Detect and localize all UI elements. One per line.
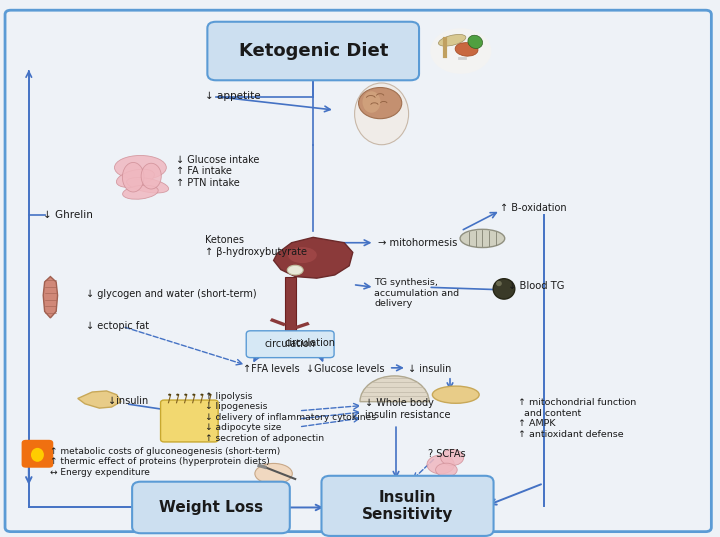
Ellipse shape <box>255 463 292 484</box>
Ellipse shape <box>496 281 502 286</box>
Text: Weight Loss: Weight Loss <box>159 500 263 515</box>
Circle shape <box>168 394 171 396</box>
Text: ↓ glycogen and water (short-term): ↓ glycogen and water (short-term) <box>86 289 257 299</box>
Text: ↓insulin: ↓insulin <box>108 396 148 405</box>
Text: ↑ B-oxidation: ↑ B-oxidation <box>500 203 567 213</box>
Text: ↑ mitochondrial function
  and content
↑ AMPK
↑ antioxidant defense: ↑ mitochondrial function and content ↑ A… <box>518 398 636 439</box>
Ellipse shape <box>432 386 480 403</box>
Text: ↓ Glucose intake
↑ FA intake
↑ PTN intake: ↓ Glucose intake ↑ FA intake ↑ PTN intak… <box>176 155 260 188</box>
Ellipse shape <box>117 169 154 187</box>
Text: ↓ appetite: ↓ appetite <box>205 91 261 100</box>
FancyArrow shape <box>270 318 286 326</box>
Ellipse shape <box>122 162 144 192</box>
FancyBboxPatch shape <box>207 22 419 80</box>
Circle shape <box>184 394 187 396</box>
Text: ↑FFA levels: ↑FFA levels <box>243 365 300 374</box>
Text: Ketogenic Diet: Ketogenic Diet <box>238 42 388 60</box>
Bar <box>285 277 296 354</box>
Circle shape <box>192 394 195 396</box>
FancyArrow shape <box>295 322 310 329</box>
Text: ↑ metabolic costs of gluconeogenesis (short-term)
↑ thermic effect of proteins (: ↑ metabolic costs of gluconeogenesis (sh… <box>50 447 281 476</box>
Text: TG synthesis,
accumulation and
delivery: TG synthesis, accumulation and delivery <box>374 278 459 308</box>
Circle shape <box>176 394 179 396</box>
Circle shape <box>209 394 212 396</box>
FancyBboxPatch shape <box>321 476 494 536</box>
Text: ↓Glucose levels: ↓Glucose levels <box>306 365 384 374</box>
Ellipse shape <box>455 42 478 56</box>
Ellipse shape <box>114 156 166 179</box>
FancyBboxPatch shape <box>22 440 53 468</box>
Polygon shape <box>274 237 353 278</box>
Ellipse shape <box>355 83 409 144</box>
Ellipse shape <box>427 455 454 474</box>
Ellipse shape <box>460 229 505 248</box>
Text: ↑ lipolysis
↓ lipogenesis
↓ delivery of inflammatory cytokines
↓ adipocyte size
: ↑ lipolysis ↓ lipogenesis ↓ delivery of … <box>205 392 376 442</box>
Ellipse shape <box>127 178 168 193</box>
Ellipse shape <box>436 463 457 477</box>
Polygon shape <box>78 391 121 408</box>
Text: → mitohormesis: → mitohormesis <box>378 238 457 248</box>
FancyBboxPatch shape <box>161 400 218 442</box>
Text: ? SCFAs: ? SCFAs <box>428 449 466 459</box>
Ellipse shape <box>362 91 380 113</box>
Ellipse shape <box>359 88 402 119</box>
Text: ↓ ectopic fat: ↓ ectopic fat <box>86 322 150 331</box>
Polygon shape <box>43 277 58 318</box>
Ellipse shape <box>122 185 158 199</box>
Text: ↓ Whole body
insulin resistance: ↓ Whole body insulin resistance <box>365 398 451 420</box>
Ellipse shape <box>141 163 161 189</box>
Text: ↓ Ghrelin: ↓ Ghrelin <box>43 210 93 220</box>
Text: ↓ Blood TG: ↓ Blood TG <box>508 281 564 291</box>
FancyBboxPatch shape <box>132 482 289 533</box>
Ellipse shape <box>431 28 492 74</box>
Ellipse shape <box>468 35 482 48</box>
Ellipse shape <box>441 449 464 466</box>
Text: ↓ insulin: ↓ insulin <box>408 365 451 374</box>
Ellipse shape <box>288 247 317 263</box>
Circle shape <box>200 394 203 396</box>
Ellipse shape <box>438 34 466 46</box>
Text: Insulin
Sensitivity: Insulin Sensitivity <box>362 490 453 522</box>
Text: Ketones
↑ β-hydroxybutyrate: Ketones ↑ β-hydroxybutyrate <box>205 235 307 257</box>
FancyBboxPatch shape <box>5 10 711 532</box>
Text: circulation: circulation <box>284 338 336 347</box>
Ellipse shape <box>493 279 515 299</box>
Ellipse shape <box>287 265 303 275</box>
FancyBboxPatch shape <box>246 331 334 358</box>
Ellipse shape <box>31 448 44 462</box>
Wedge shape <box>360 376 429 402</box>
Text: circulation: circulation <box>265 339 315 349</box>
